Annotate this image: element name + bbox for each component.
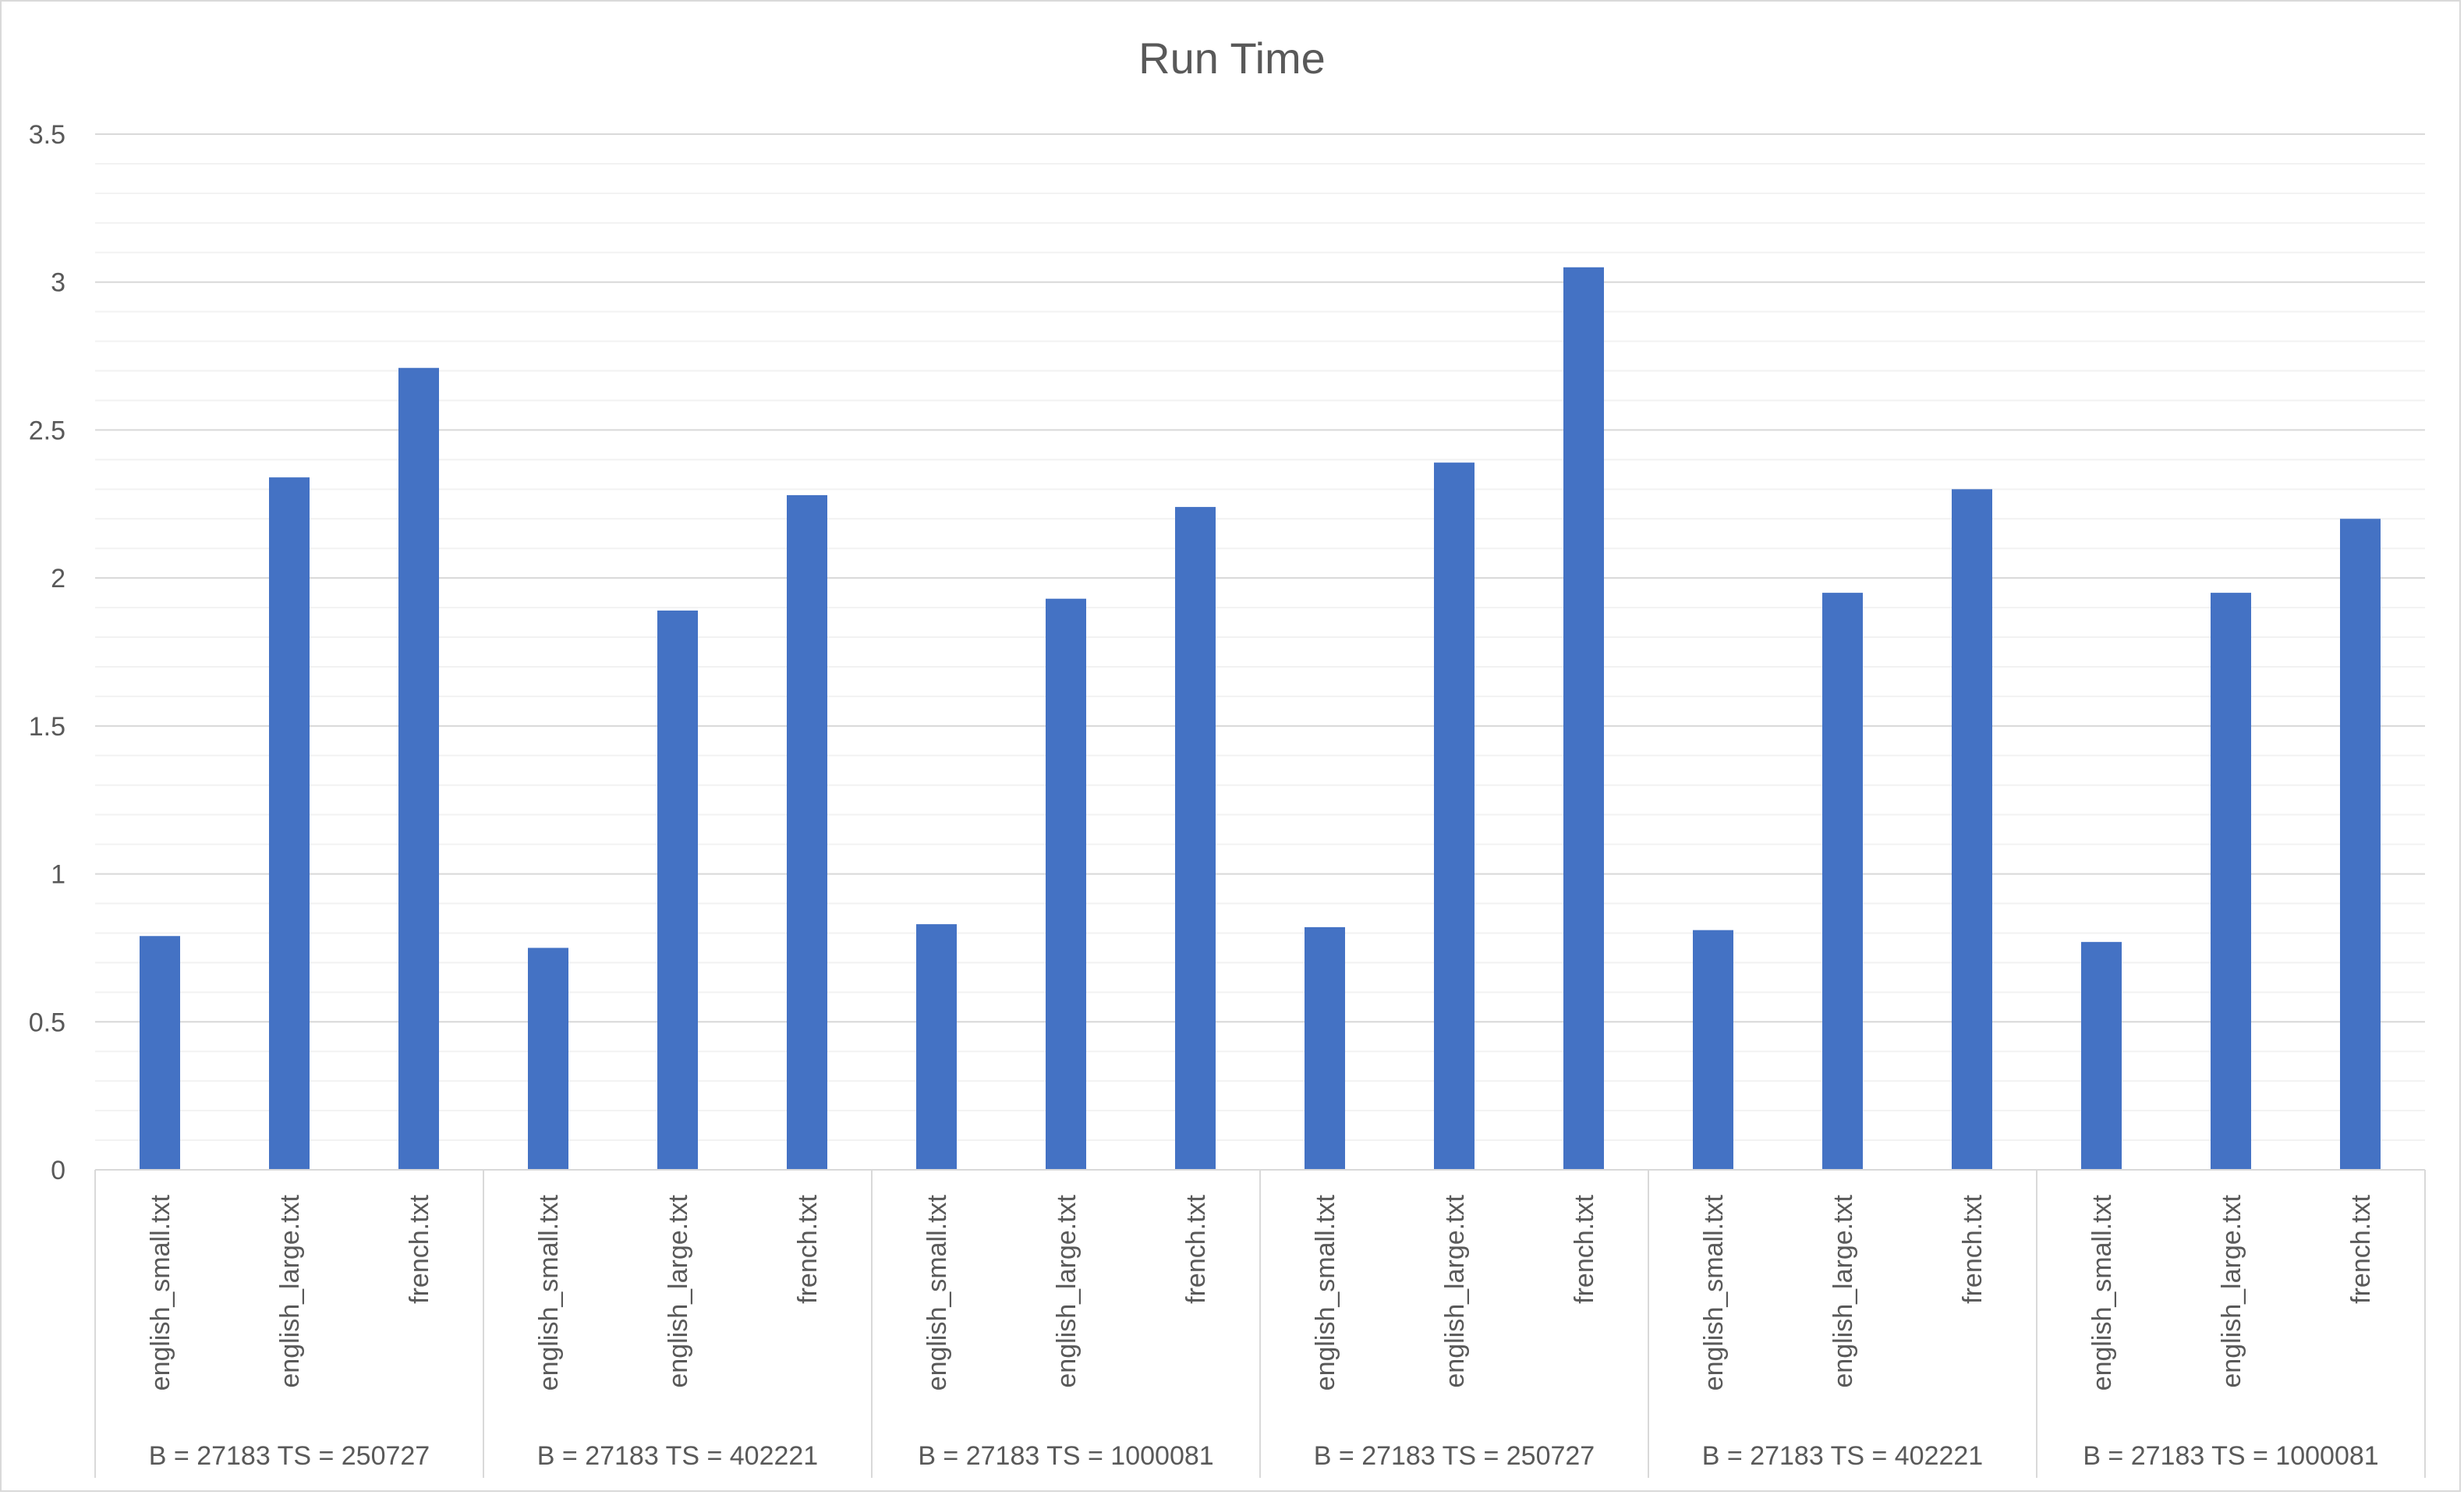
category-label: english_large.txt xyxy=(275,1194,305,1387)
category-label: english_small.txt xyxy=(2087,1194,2117,1390)
y-tick-label: 3 xyxy=(51,268,65,298)
category-label: french.txt xyxy=(793,1194,823,1303)
bar xyxy=(528,948,568,1170)
category-label: english_large.txt xyxy=(1829,1194,1858,1387)
bar xyxy=(1434,462,1475,1170)
gridlines xyxy=(95,133,2425,1142)
group-label: B = 27183 TS = 250727 xyxy=(1314,1441,1595,1471)
group-label: B = 27183 TS = 1000081 xyxy=(2083,1441,2378,1471)
y-tick-label: 0 xyxy=(51,1156,65,1185)
bar xyxy=(1175,507,1216,1170)
labels: 0 0.5 1 1.5 2 2.5 3 3.5 english_small.txt english… xyxy=(29,120,2379,1471)
category-label: french.txt xyxy=(1958,1194,1988,1303)
bar xyxy=(1693,930,1733,1170)
category-label: english_large.txt xyxy=(664,1194,693,1387)
category-label: french.txt xyxy=(1570,1194,1599,1303)
y-tick-label: 2.5 xyxy=(29,416,65,445)
y-tick-label: 0.5 xyxy=(29,1008,65,1037)
bar xyxy=(2340,519,2381,1170)
y-tick-label: 3.5 xyxy=(29,120,65,150)
group-label: B = 27183 TS = 402221 xyxy=(537,1441,818,1471)
category-label: english_large.txt xyxy=(1052,1194,1082,1387)
category-label: english_large.txt xyxy=(2217,1194,2246,1387)
bar xyxy=(140,936,180,1170)
category-label: english_large.txt xyxy=(1440,1194,1470,1387)
category-label: english_small.txt xyxy=(1311,1194,1340,1390)
category-label: french.txt xyxy=(2346,1194,2376,1303)
axes xyxy=(94,1169,2426,1478)
bar xyxy=(2211,593,2251,1170)
y-tick-label: 2 xyxy=(51,564,65,593)
bar xyxy=(787,494,827,1170)
category-label: english_small.txt xyxy=(146,1194,175,1390)
bar xyxy=(2081,941,2122,1170)
category-label: english_small.txt xyxy=(922,1194,952,1390)
bar xyxy=(916,924,957,1170)
chart-title: Run Time xyxy=(1138,34,1326,83)
category-label: english_small.txt xyxy=(534,1194,564,1390)
y-tick-label: 1.5 xyxy=(29,712,65,742)
category-label: french.txt xyxy=(1181,1194,1211,1303)
bar xyxy=(1046,598,1086,1170)
category-label: french.txt xyxy=(405,1194,434,1303)
y-tick-label: 1 xyxy=(51,860,65,890)
bar xyxy=(1305,926,1345,1170)
bar xyxy=(1952,489,1992,1170)
bar xyxy=(657,610,698,1170)
bars xyxy=(140,267,2381,1171)
category-label: english_small.txt xyxy=(1699,1194,1729,1390)
group-label: B = 27183 TS = 402221 xyxy=(1702,1441,1983,1471)
group-label: B = 27183 TS = 250727 xyxy=(149,1441,430,1471)
bar xyxy=(269,477,310,1170)
bar xyxy=(1822,593,1863,1170)
bar xyxy=(1563,267,1604,1170)
group-label: B = 27183 TS = 1000081 xyxy=(918,1441,1213,1471)
bar xyxy=(398,367,439,1171)
